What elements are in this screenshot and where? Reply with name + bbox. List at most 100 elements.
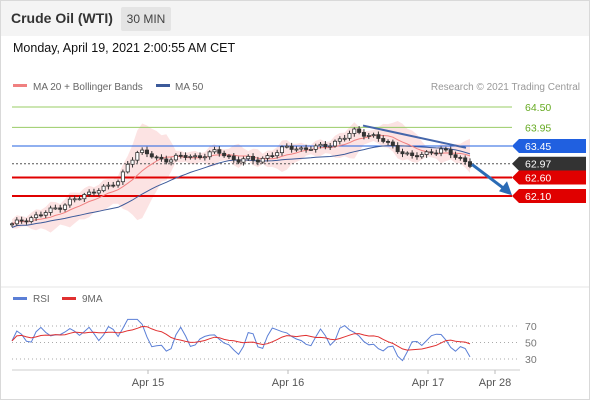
candle [43,210,48,219]
level-label-63-95: 63.95 [525,122,551,134]
candle [183,152,188,161]
candle [279,145,284,156]
candle [9,222,14,228]
forecast-arrow [471,163,512,196]
candle [169,157,174,166]
candle [159,154,164,162]
candle [188,154,193,160]
candle [207,150,212,160]
candle [439,146,444,157]
candle [361,129,366,140]
timeframe-badge[interactable]: 30 MIN [121,7,171,31]
candle [96,188,101,197]
candle [419,151,424,159]
rsi-gridlines: 70 50 30 [12,321,537,366]
candle [395,142,400,154]
candle [77,195,82,201]
candle [82,192,87,203]
trendline-group [362,124,512,196]
candle [260,156,265,164]
candle [236,156,241,165]
candle [14,217,19,226]
ma9-legend-swatch [62,297,76,300]
candle [154,155,159,161]
chart-header: Crude Oil (WTI) 30 MIN [0,0,590,36]
ma9-legend-label: 9MA [82,294,103,305]
candle [87,189,92,197]
x-tick-label: Apr 15 [132,377,164,389]
ma50-legend-label: MA 50 [175,82,204,93]
candle [289,142,294,153]
candle [294,146,299,152]
candle [405,151,410,156]
candle [67,196,72,208]
candle [125,161,130,174]
ma20-series [11,134,471,225]
level-tag-63-45: 63.45 [512,138,586,153]
level-label-64-50: 64.50 [525,102,551,114]
candle [265,153,270,162]
candle [53,204,58,210]
candle [323,141,328,150]
candle [222,150,227,158]
instrument-title: Crude Oil (WTI) [11,10,113,26]
chart-timestamp: Monday, April 19, 2021 2:00:55 AM CET [13,41,236,55]
candle [448,146,453,159]
bollinger-band-area [12,121,470,233]
level-lines [12,106,512,197]
candle [226,153,231,159]
level-tag-62-10: 62.10 [512,189,586,203]
candle [467,158,472,169]
rsi-legend-label: RSI [33,294,50,305]
candle [376,131,381,142]
candle [390,139,395,149]
candle [178,152,183,159]
candle [246,154,251,161]
ma50-legend-swatch [156,84,170,87]
candle [29,215,34,224]
candle [217,146,222,157]
x-axis-ticks: Apr 15 Apr 16 Apr 17 Apr 28 [132,370,511,389]
x-tick-label: Apr 16 [272,377,304,389]
candle [434,149,439,157]
ma20-legend-label: MA 20 + Bollinger Bands [33,82,143,93]
rsi-tick-30: 30 [525,354,537,366]
candle [34,211,39,221]
candle [443,146,448,152]
candle [304,144,309,153]
candle [198,152,203,160]
candle [284,143,289,149]
candle [337,136,342,145]
candle [130,157,135,168]
candle [140,147,145,155]
candle [120,169,125,185]
rsi-line [11,318,471,362]
candle [424,150,429,158]
candle [270,152,275,159]
candle [357,126,362,135]
price-candles [9,126,472,228]
candle [313,143,318,153]
candle [328,142,333,150]
ma20-line [11,134,471,225]
ma20-legend-swatch [13,84,27,87]
candle [458,155,463,161]
candle [193,153,198,160]
candle [333,139,338,148]
level-label: 63.45 [525,141,551,153]
rsi-legend-swatch [13,297,27,300]
candle [308,146,313,151]
level-tag-62-97: 62.97 [512,156,586,171]
candle [299,145,304,152]
candle [58,204,63,213]
candle [144,146,149,158]
candle [48,205,53,216]
candle [173,153,178,162]
candle [275,149,280,159]
candle [19,216,24,224]
research-credit: Research © 2021 Trading Central [431,82,580,93]
bollinger-bands [12,121,470,233]
candle [72,195,77,203]
